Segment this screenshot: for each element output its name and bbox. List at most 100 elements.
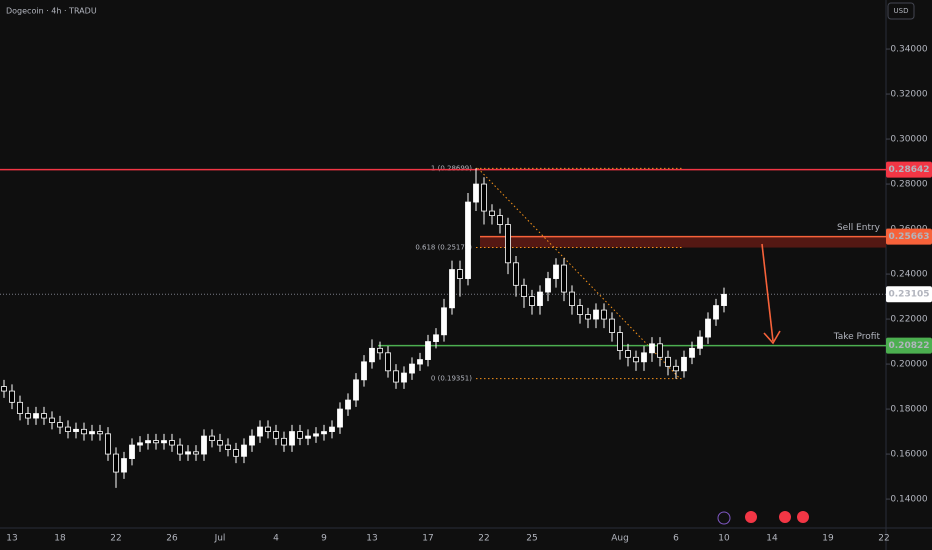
candle-body [569,291,575,306]
candle-body [41,413,47,419]
candle-body [473,183,479,203]
currency-button[interactable] [887,2,915,20]
candle-body [177,444,183,455]
candle-body [457,269,463,279]
candle-body [697,336,703,349]
candle-body [617,332,623,351]
candle-body [9,390,15,403]
sell-zone [480,236,886,248]
arrow [761,243,774,342]
price-label-box [886,337,932,354]
candle-body [601,309,607,320]
y-tick-label: 0.34000 [890,45,927,55]
candle-body [393,370,399,383]
candle-body [313,433,319,437]
candle-body [193,451,199,455]
candle-body [425,341,431,360]
x-tick-label: 17 [422,534,433,544]
price-label: 0.25663 [889,232,930,242]
candle-body [225,444,231,450]
level-name: Take Profit [833,332,881,342]
y-tick-label: 0.22000 [890,315,927,325]
candle-body [673,365,679,372]
x-tick-label: 22 [110,534,121,544]
candle-body [505,224,511,264]
candle-body [361,361,367,381]
icon[interactable] [745,511,757,523]
candle-body [105,433,111,455]
y-tick-label: 0.16000 [890,450,927,460]
candle-body [81,428,87,435]
candle-body [681,356,687,372]
candle-body [545,278,551,293]
candle-body [625,350,631,358]
trend-line [477,167,681,380]
candle-body [161,440,167,444]
x-tick-label: 14 [766,534,778,544]
candle-body [657,343,663,358]
candle-body [449,269,455,309]
candle-body [153,440,159,444]
candle-body [513,262,519,286]
candle-body [257,426,263,437]
candle-body [497,215,503,225]
candle-body [1,386,7,392]
candle-body [169,440,175,446]
x-tick-label: 19 [822,534,834,544]
candle-body [25,413,31,419]
candle-body [409,363,415,374]
candle-body [49,417,55,423]
candle-body [521,284,527,297]
candle-body [689,347,695,358]
x-tick-label: 25 [526,534,537,544]
candle-body [321,431,327,435]
candle-body [337,408,343,428]
candle-body [137,442,143,446]
y-tick-label: 0.18000 [890,405,927,415]
arrow-head [763,330,781,345]
toolbar-icons [717,511,809,525]
x-tick-label: 10 [718,534,730,544]
candle-body [241,444,247,457]
candle-body [217,440,223,446]
candle-body [201,435,207,455]
x-tick-label: 13 [366,534,377,544]
candle-body [289,431,295,446]
candle-body [481,183,487,212]
candle-body [441,307,447,336]
icon[interactable] [779,511,791,523]
x-tick-label: 4 [273,534,279,544]
candle-body [129,444,135,459]
price-label-box [886,161,932,178]
candle-body [233,449,239,457]
candle-body [33,413,39,419]
candle-body [713,305,719,320]
candle-body [641,352,647,363]
icon[interactable] [797,511,809,523]
price-label: 0.28642 [889,165,930,175]
fib-label: 1 (0.28699) [431,164,472,172]
candle-body [417,359,423,365]
candle-body [145,440,151,444]
candle-body [305,435,311,439]
candle-body [17,401,23,414]
candle-body [273,431,279,439]
price-label-box [886,228,932,245]
currency-label: USD [894,7,909,15]
candle-body [97,431,103,435]
candle-body [537,291,543,306]
candle-body [57,422,63,428]
candle-body [185,451,191,455]
level-name: Sell Entry [837,223,881,233]
x-tick-label: 22 [478,534,489,544]
candle-body [369,347,375,363]
candle-body [249,435,255,446]
x-tick-label: 9 [321,534,327,544]
icon[interactable] [717,511,731,525]
candle-body [209,435,215,441]
x-tick-label: Aug [611,534,629,544]
x-tick-label: 18 [54,534,66,544]
plot: 0.14000 0.16000 0.18000 0.20000 0.22000 0.240… [0,45,932,544]
candle-body [593,309,599,320]
